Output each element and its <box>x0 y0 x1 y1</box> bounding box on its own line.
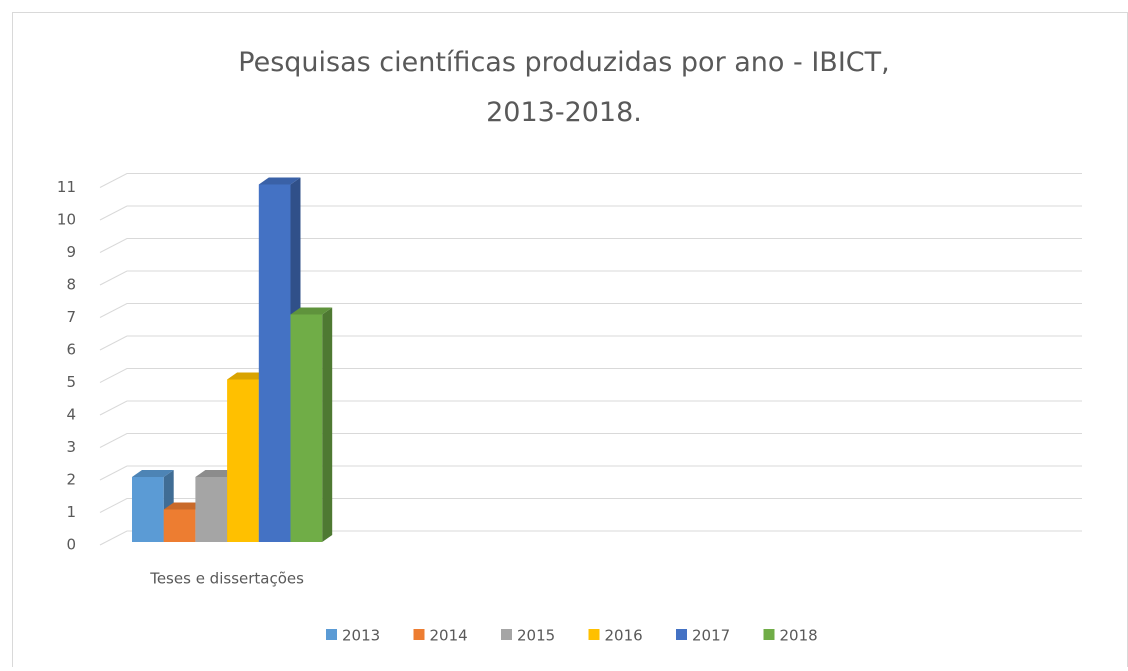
grid-line <box>99 530 1082 546</box>
legend-swatch <box>676 629 687 640</box>
grid-line <box>99 173 1082 188</box>
y-tick-label: 7 <box>66 308 76 326</box>
y-tick-label: 3 <box>66 438 76 456</box>
bar <box>132 477 164 542</box>
y-tick-label: 8 <box>66 276 76 294</box>
bar <box>258 184 291 542</box>
grid-line <box>99 270 1082 286</box>
bar <box>227 379 259 542</box>
y-tick-label: 2 <box>66 471 76 489</box>
legend-swatch <box>413 629 425 640</box>
legend-swatch <box>588 629 600 640</box>
x-tick-label: Teses e dissertações <box>149 570 304 588</box>
grid-line <box>99 303 1082 318</box>
legend-label: 2018 <box>780 627 818 645</box>
y-tick-label: 10 <box>57 211 76 229</box>
bar-top <box>227 372 269 380</box>
bar <box>290 314 323 542</box>
bar <box>163 509 196 542</box>
y-tick-label: 6 <box>66 341 76 359</box>
grid-line <box>99 465 1082 481</box>
bar-top <box>163 502 206 510</box>
legend-swatch <box>501 629 512 640</box>
bar-top <box>258 177 301 185</box>
legend-label: 2015 <box>517 627 555 645</box>
bar-side <box>322 307 333 542</box>
chart-title: Pesquisas científicas produzidas por ano… <box>238 47 890 128</box>
legend-label: 2013 <box>342 627 380 645</box>
y-tick-label: 9 <box>66 243 76 261</box>
legend-label: 2016 <box>605 627 643 645</box>
legend-label: 2017 <box>692 627 730 645</box>
grid-line <box>99 400 1082 416</box>
grid-line <box>99 498 1082 513</box>
grid-line <box>99 368 1082 383</box>
y-tick-label: 11 <box>57 178 76 196</box>
grid-line <box>99 335 1082 351</box>
bar-top <box>195 470 238 477</box>
y-tick-label: 5 <box>66 373 76 391</box>
legend-swatch <box>326 629 337 640</box>
grid-line <box>99 433 1082 448</box>
bar <box>195 477 228 542</box>
legend-swatch <box>763 629 775 640</box>
grid-line <box>99 205 1082 221</box>
legend-label: 2014 <box>430 627 468 645</box>
y-tick-label: 0 <box>66 536 76 554</box>
bar-top <box>132 470 174 477</box>
y-tick-label: 4 <box>66 406 76 424</box>
y-tick-label: 1 <box>66 503 76 521</box>
grid-line <box>99 238 1082 253</box>
bar-top <box>290 307 333 315</box>
